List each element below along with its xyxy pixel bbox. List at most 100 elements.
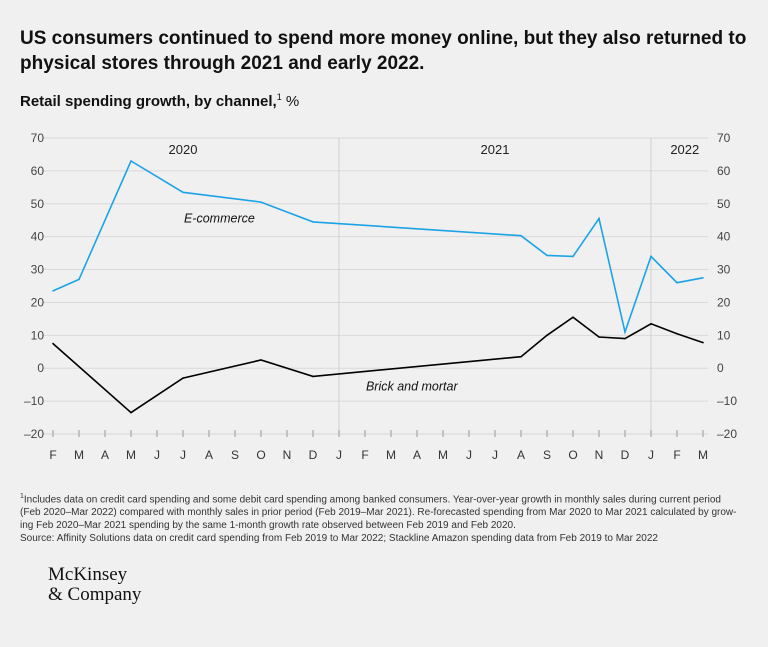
y-tick-label-left: 0 [37, 361, 44, 375]
y-tick-label-left: 30 [31, 263, 45, 277]
x-tick-label: J [492, 448, 498, 462]
footnotes: 1Includes data on credit card spending a… [20, 490, 748, 545]
series-label-brick-and-mortar: Brick and mortar [366, 380, 459, 394]
x-tick-label: M [126, 448, 136, 462]
y-tick-label-right: 50 [717, 197, 731, 211]
x-tick-label: M [438, 448, 448, 462]
x-tick-label: J [154, 448, 160, 462]
x-tick-label: S [231, 448, 239, 462]
data-point [520, 234, 522, 237]
footnote-line-1: Includes data on credit card spending an… [23, 494, 721, 506]
x-tick-label: D [309, 448, 318, 462]
y-tick-label-left: 20 [31, 295, 45, 309]
data-point [676, 332, 678, 335]
data-point [598, 336, 600, 338]
y-axis-right: 70 60 50 40 30 20 10 0 –10 –20 [717, 131, 737, 441]
data-point [572, 316, 574, 319]
year-label: 2021 [481, 142, 510, 157]
data-point [260, 201, 262, 203]
y-tick-label-left: 40 [31, 230, 45, 244]
y-tick-label-right: –20 [717, 427, 737, 441]
data-point [598, 217, 600, 220]
logo-line-2: & Company [48, 584, 142, 605]
x-tick-label: F [361, 448, 368, 462]
data-point [312, 221, 314, 223]
series-line-brick-and-mortar [52, 316, 704, 414]
data-point [572, 255, 574, 258]
x-tick-label: J [180, 448, 186, 462]
x-tick-label: S [543, 448, 551, 462]
data-point [182, 377, 184, 379]
x-tick-label: O [256, 448, 265, 462]
y-tick-label-right: 70 [717, 131, 731, 145]
x-tick-label: F [673, 448, 680, 462]
y-tick-label-right: 40 [717, 230, 731, 244]
data-point [650, 323, 652, 325]
footnote-line-3: ing Feb 2020–Mar 2021 spending by the sa… [20, 520, 516, 532]
year-label: 2020 [169, 142, 198, 157]
x-tick-label: A [205, 448, 213, 462]
x-tick-label: D [621, 448, 630, 462]
data-point [702, 276, 704, 279]
data-point [702, 341, 704, 344]
chart-series: E-commerce Brick and mortar [52, 159, 704, 414]
y-tick-label-right: 60 [717, 164, 731, 178]
x-tick-label: A [517, 448, 525, 462]
data-point [260, 359, 262, 361]
y-tick-label-right: 0 [717, 361, 724, 375]
footnote-mark: 1 [20, 493, 24, 500]
x-tick-label: N [595, 448, 604, 462]
data-point [312, 375, 314, 378]
x-tick-label: M [74, 448, 84, 462]
data-point [676, 281, 678, 284]
series-label-e-commerce: E-commerce [184, 212, 255, 226]
y-tick-label-right: 30 [717, 263, 731, 277]
x-tick-label: M [386, 448, 396, 462]
x-tick-label: O [568, 448, 577, 462]
x-tick-label: N [283, 448, 292, 462]
footnote-line-2: (Feb 2020–Mar 2022) compared with monthl… [20, 507, 737, 519]
y-tick-label-right: 20 [717, 295, 731, 309]
footnote-1: 1Includes data on credit card spending a… [20, 490, 748, 506]
subtitle-footnote-mark: 1 [276, 92, 282, 102]
x-tick-label: J [336, 448, 342, 462]
data-point [52, 290, 54, 292]
x-tick-label: F [49, 448, 56, 462]
x-tick-label: A [413, 448, 421, 462]
x-tick-label: J [466, 448, 472, 462]
source-note: Source: Affinity Solutions data on credi… [20, 533, 658, 545]
y-tick-label-left: 10 [31, 328, 45, 342]
chart-grid [42, 137, 708, 435]
x-tick-label: A [101, 448, 109, 462]
line-chart: 70 60 50 40 30 20 10 0 –10 –20 70 60 50 40 30 20 10 0 –10… [24, 131, 737, 462]
year-labels: 2020 2021 2022 [169, 142, 700, 157]
y-tick-label-left: –20 [24, 427, 44, 441]
x-tick-label: M [698, 448, 708, 462]
data-point [182, 191, 184, 194]
data-point [52, 342, 54, 345]
data-point [650, 255, 652, 258]
data-point [546, 254, 548, 257]
subtitle-text: Retail spending growth, by channel, [20, 93, 277, 110]
series-line-e-commerce [52, 159, 704, 335]
data-point [78, 278, 80, 281]
year-label: 2022 [670, 142, 699, 157]
data-point [130, 411, 132, 414]
data-point [624, 337, 626, 340]
data-point [546, 334, 548, 337]
subtitle-unit: % [285, 93, 300, 110]
y-tick-label-right: –10 [717, 394, 737, 408]
y-tick-label-left: 60 [31, 164, 45, 178]
y-tick-label-left: 50 [31, 197, 45, 211]
data-point [624, 331, 626, 333]
mckinsey-logo: McKinsey & Company [48, 565, 141, 605]
y-tick-label-left: 70 [31, 131, 45, 145]
y-tick-label-left: –10 [24, 394, 44, 408]
logo-line-1: McKinsey [48, 564, 128, 585]
y-axis-left: 70 60 50 40 30 20 10 0 –10 –20 [24, 131, 44, 441]
data-point [130, 160, 132, 162]
x-tick-label: J [648, 448, 654, 462]
chart-title: US consumers continued to spend more mon… [20, 28, 747, 74]
y-tick-label-right: 10 [717, 328, 731, 342]
